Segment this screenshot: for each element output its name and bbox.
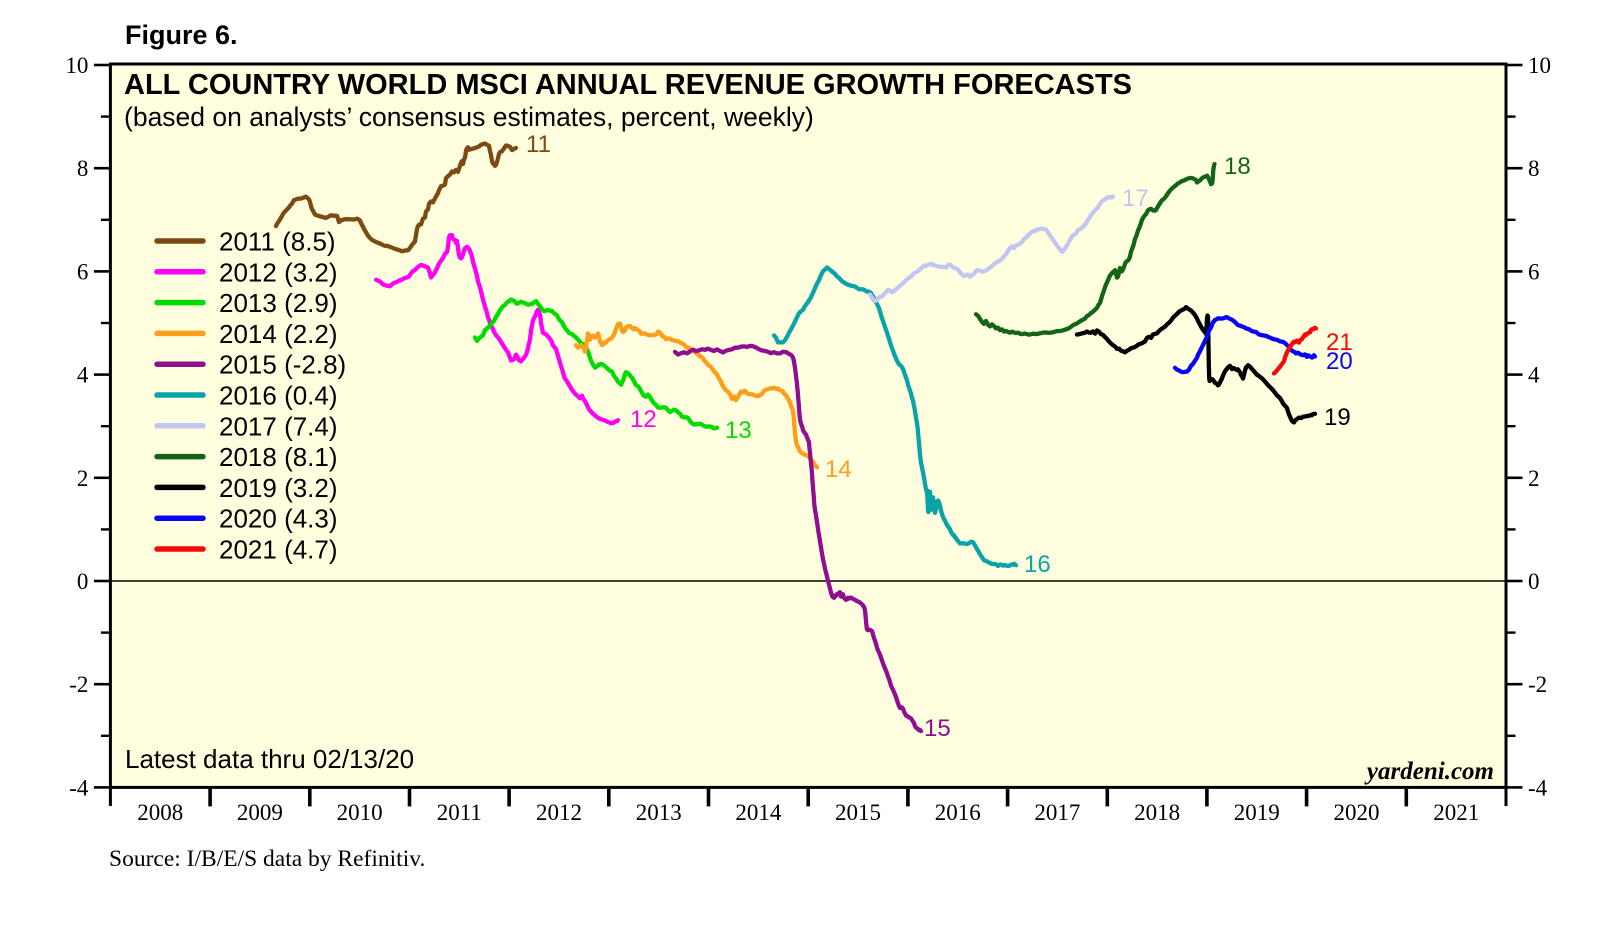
svg-text:18: 18 — [1224, 153, 1251, 180]
svg-text:2011: 2011 — [437, 800, 482, 825]
svg-text:2013: 2013 — [636, 800, 682, 825]
svg-text:-4: -4 — [1528, 775, 1548, 800]
svg-text:2013 (2.9): 2013 (2.9) — [219, 288, 338, 318]
svg-text:(based on analysts’ consensus: (based on analysts’ consensus estimates,… — [124, 102, 814, 132]
svg-text:2021: 2021 — [1433, 800, 1479, 825]
svg-text:8: 8 — [1528, 156, 1540, 181]
svg-text:14: 14 — [825, 456, 852, 483]
svg-text:2018: 2018 — [1134, 800, 1180, 825]
svg-text:2019: 2019 — [1234, 800, 1280, 825]
svg-text:2011 (8.5): 2011 (8.5) — [219, 227, 336, 257]
svg-text:2: 2 — [77, 466, 89, 491]
svg-text:2009: 2009 — [237, 800, 283, 825]
svg-text:16: 16 — [1024, 551, 1051, 578]
svg-text:11: 11 — [526, 131, 551, 158]
svg-text:0: 0 — [1528, 569, 1540, 594]
svg-text:2015 (-2.8): 2015 (-2.8) — [219, 350, 346, 380]
svg-text:10: 10 — [65, 53, 88, 78]
svg-text:8: 8 — [77, 156, 89, 181]
svg-text:21: 21 — [1326, 329, 1353, 356]
svg-text:2017 (7.4): 2017 (7.4) — [219, 411, 338, 441]
svg-text:2021 (4.7): 2021 (4.7) — [219, 535, 338, 565]
svg-text:15: 15 — [924, 715, 951, 742]
svg-text:-4: -4 — [69, 775, 89, 800]
svg-text:4: 4 — [77, 363, 89, 388]
svg-text:2016 (0.4): 2016 (0.4) — [219, 381, 338, 411]
svg-text:6: 6 — [1528, 259, 1540, 284]
svg-text:-2: -2 — [69, 672, 88, 697]
svg-text:2014: 2014 — [735, 800, 782, 825]
svg-text:-2: -2 — [1528, 672, 1547, 697]
svg-text:2012 (3.2): 2012 (3.2) — [219, 257, 338, 287]
svg-text:2020: 2020 — [1334, 800, 1380, 825]
svg-text:2019 (3.2): 2019 (3.2) — [219, 473, 338, 503]
svg-text:2: 2 — [1528, 466, 1540, 491]
svg-text:2015: 2015 — [835, 800, 881, 825]
svg-text:2017: 2017 — [1034, 800, 1080, 825]
svg-text:2010: 2010 — [337, 800, 383, 825]
svg-text:Figure 6.: Figure 6. — [125, 20, 238, 50]
svg-text:0: 0 — [77, 569, 89, 594]
svg-text:2018 (8.1): 2018 (8.1) — [219, 442, 338, 472]
svg-text:6: 6 — [77, 259, 89, 284]
svg-text:2020 (4.3): 2020 (4.3) — [219, 504, 338, 534]
svg-text:2012: 2012 — [536, 800, 582, 825]
svg-text:Source: I/B/E/S data by Refini: Source: I/B/E/S data by Refinitiv. — [109, 846, 425, 872]
svg-text:12: 12 — [630, 406, 657, 433]
svg-text:13: 13 — [725, 417, 752, 444]
svg-text:Latest data thru 02/13/20: Latest data thru 02/13/20 — [125, 744, 414, 774]
svg-text:ALL COUNTRY WORLD MSCI ANNUAL: ALL COUNTRY WORLD MSCI ANNUAL REVENUE GR… — [124, 69, 1132, 101]
svg-text:4: 4 — [1528, 363, 1540, 388]
svg-text:2008: 2008 — [137, 800, 183, 825]
svg-text:19: 19 — [1324, 404, 1351, 431]
svg-text:17: 17 — [1122, 185, 1149, 212]
svg-text:10: 10 — [1528, 53, 1551, 78]
svg-text:2014 (2.2): 2014 (2.2) — [219, 319, 338, 349]
svg-text:2016: 2016 — [935, 800, 981, 825]
svg-text:20: 20 — [1326, 348, 1353, 375]
svg-text:yardeni.com: yardeni.com — [1364, 758, 1494, 785]
